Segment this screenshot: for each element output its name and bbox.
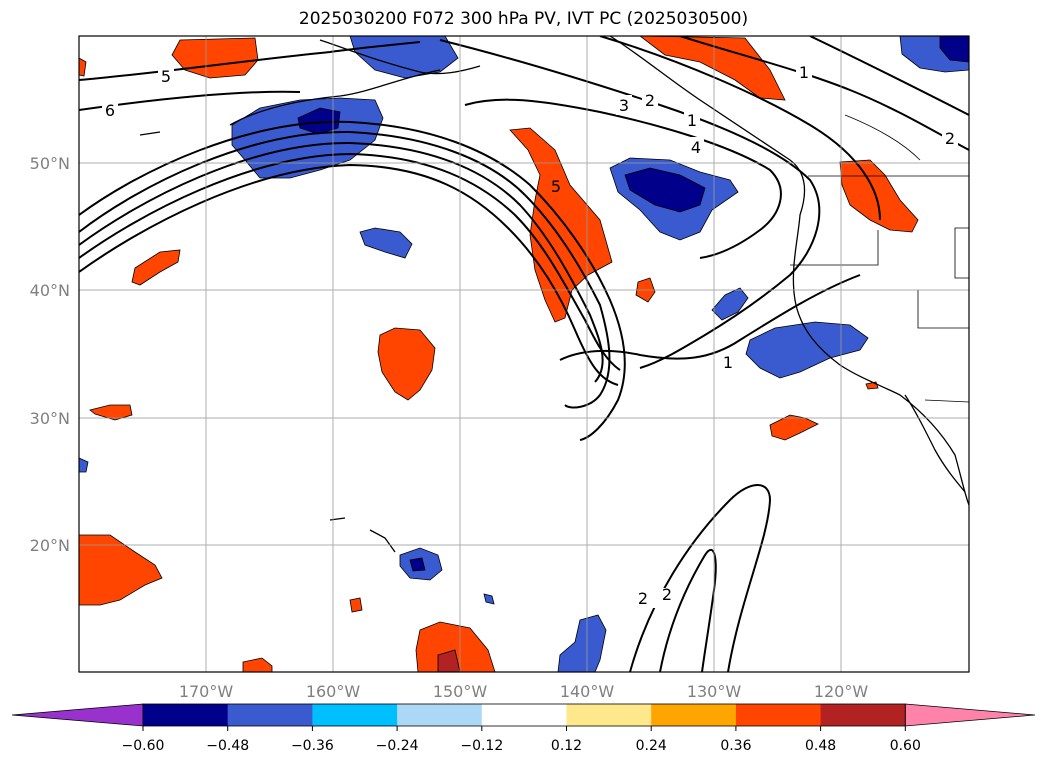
colorbar-tick-label: −0.48 [206, 738, 249, 754]
pv-negative-region [359, 227, 413, 259]
colorbar-segment [143, 704, 229, 726]
colorbar-tick-label: 0.12 [551, 738, 582, 754]
lat-label: 40°N [30, 281, 70, 300]
colorbar-segment [312, 704, 398, 726]
gridlines [79, 36, 969, 672]
colorbar-segment [481, 704, 567, 726]
pv-positive-region [89, 404, 133, 421]
colorbar-ticks: −0.60 −0.48 −0.36 −0.24 −0.12 0.12 0.24 0.36 0.4… [122, 726, 921, 754]
pv-negative-region-strong [624, 167, 706, 213]
colorbar-tick-label: 0.24 [636, 738, 667, 754]
contour-label: 2 [638, 589, 648, 608]
colorbar-frame [142, 703, 906, 727]
lon-label: 140°W [560, 682, 615, 701]
colorbar-segment [566, 704, 652, 726]
contour-label: 6 [105, 101, 115, 120]
colorbar-tick-label: 0.60 [890, 738, 921, 754]
colorbar-tick-label: 0.36 [720, 738, 751, 754]
colorbar-tick-label: −0.12 [460, 738, 503, 754]
longitude-labels: 170°W 160°W 150°W 140°W 130°W 120°W [179, 682, 869, 701]
contour-label: 2 [662, 585, 672, 604]
pv-negative-region [79, 457, 89, 473]
map-title: 2025030200 F072 300 hPa PV, IVT PC (2025… [298, 9, 749, 29]
contour-label: 1 [687, 111, 697, 130]
pv-positive-region [349, 597, 363, 613]
map-area: 5 6 3 2 1 4 5 2 1 1 2 2 [79, 36, 969, 672]
pv-positive-region [377, 327, 436, 401]
pv-negative-region-strong [939, 36, 969, 63]
colorbar-segment [820, 704, 906, 726]
colorbar-segment [397, 704, 483, 726]
pv-positive-region [79, 57, 87, 77]
pv-negative-region [745, 321, 869, 379]
contour-label: 3 [619, 96, 629, 115]
pv-positive-region [242, 657, 273, 672]
colorbar-tick-label: −0.36 [291, 738, 334, 754]
lon-label: 150°W [433, 682, 488, 701]
colorbar-tick-label: −0.24 [376, 738, 419, 754]
pv-positive-region [839, 159, 919, 233]
contour-labels: 5 6 3 2 1 4 5 2 1 1 2 2 [102, 62, 958, 608]
colorbar-segment [227, 704, 313, 726]
colorbar-extend-min [11, 703, 144, 727]
pv-positive-region [769, 414, 819, 441]
colorbar-segment [735, 704, 822, 726]
colorbar-tick-label: 0.48 [805, 738, 836, 754]
pv-positive-region [415, 621, 496, 672]
map-frame [78, 35, 970, 673]
pv-negative-region-strong [409, 557, 426, 572]
colorbar [11, 703, 1036, 727]
lon-label: 160°W [306, 682, 361, 701]
pv-positive-region-strong [437, 649, 461, 672]
pv-positive-region [131, 249, 181, 286]
pv-negative-region [711, 287, 749, 321]
latitude-labels: 50°N 40°N 30°N 20°N [30, 154, 70, 555]
colorbar-segment [651, 704, 737, 726]
contour-label: 4 [691, 138, 701, 157]
ivt-contours [79, 36, 969, 672]
lat-label: 20°N [30, 536, 70, 555]
colorbar-extend-max [904, 703, 1036, 727]
lon-label: 120°W [814, 682, 869, 701]
contour-label: 2 [945, 129, 955, 148]
pv-negative-region [483, 593, 495, 605]
contour-label: 5 [551, 177, 561, 196]
lat-label: 30°N [30, 409, 70, 428]
contour-label: 2 [645, 91, 655, 110]
pv-negative-region-strong [297, 107, 341, 135]
lon-label: 130°W [687, 682, 742, 701]
lat-label: 50°N [30, 154, 70, 173]
contour-label: 5 [161, 67, 171, 86]
pv-negative-region [557, 614, 607, 672]
lon-label: 170°W [179, 682, 234, 701]
contour-label: 1 [799, 63, 809, 82]
pv-positive-region [79, 534, 163, 606]
contour-label: 1 [723, 353, 733, 372]
colorbar-tick-label: −0.60 [122, 738, 165, 754]
borders [790, 114, 969, 403]
